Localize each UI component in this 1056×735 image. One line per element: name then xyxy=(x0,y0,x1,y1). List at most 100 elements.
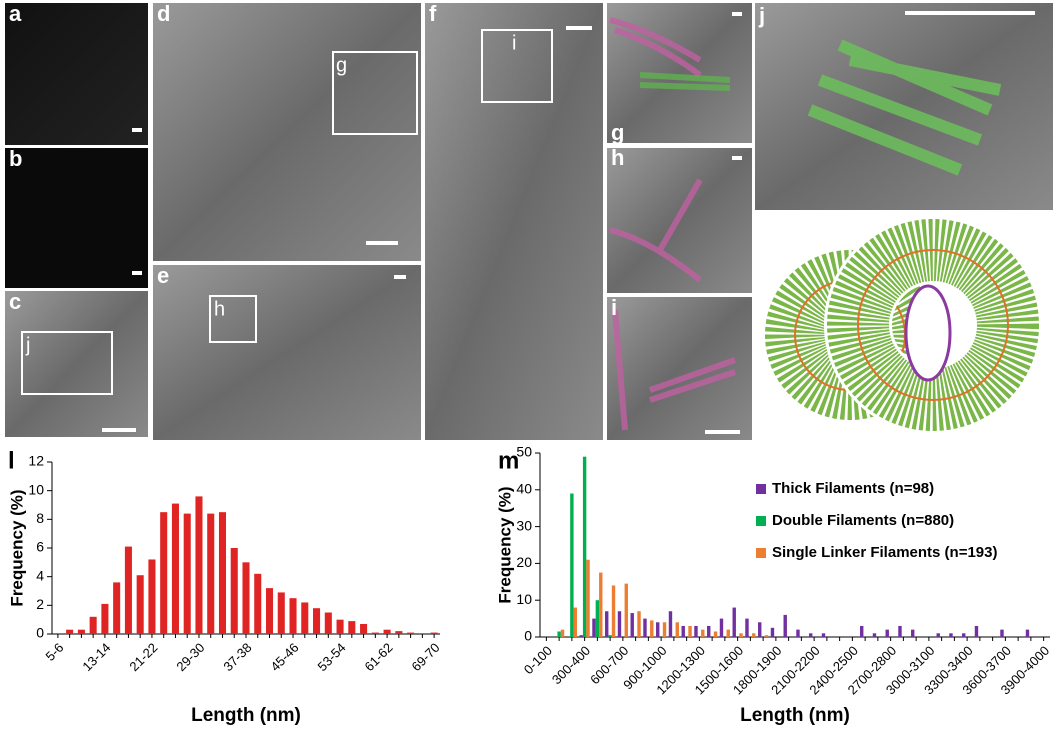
x-tick-label: 61-62 xyxy=(362,640,396,674)
page: {"panel_labels":["a","b","c","d","e","f"… xyxy=(0,0,1056,735)
x-tick-label: 45-46 xyxy=(267,640,301,674)
bar xyxy=(714,631,717,637)
legend-label: Thick Filaments (n=98) xyxy=(772,480,934,497)
y-axis-title: Frequency (%) xyxy=(495,486,514,603)
bar xyxy=(172,504,179,634)
panel-label: g xyxy=(611,120,624,145)
panel-label: f xyxy=(429,1,437,26)
bar xyxy=(937,633,940,637)
bar xyxy=(325,613,332,635)
y-tick-label: 10 xyxy=(516,591,532,607)
x-tick-label: 29-30 xyxy=(173,640,207,674)
chart: m01020304050Frequency (%)Length (nm)0-10… xyxy=(495,444,1052,726)
bar xyxy=(195,496,202,634)
bar xyxy=(612,585,615,637)
bar xyxy=(242,562,249,634)
bar xyxy=(682,626,685,637)
bar xyxy=(90,617,97,634)
panel-label: j xyxy=(758,3,765,28)
bar xyxy=(669,611,672,637)
bar xyxy=(720,619,723,637)
x-tick-label: 69-70 xyxy=(409,640,443,674)
y-tick-label: 50 xyxy=(516,444,532,460)
bar xyxy=(637,611,640,637)
bar xyxy=(113,582,120,634)
image-b xyxy=(5,148,148,288)
bar xyxy=(975,626,978,637)
y-tick-label: 6 xyxy=(36,539,44,555)
bar xyxy=(727,630,730,637)
bar xyxy=(348,621,355,634)
bar xyxy=(625,584,628,637)
bar xyxy=(784,615,787,637)
bar xyxy=(752,633,755,637)
bar xyxy=(561,630,564,637)
bar xyxy=(758,622,761,637)
legend-swatch xyxy=(756,548,766,558)
bar xyxy=(618,611,621,637)
bar xyxy=(733,608,736,637)
bar xyxy=(395,631,402,634)
legend-label: Single Linker Filaments (n=193) xyxy=(772,544,997,561)
legend-swatch xyxy=(756,516,766,526)
bar xyxy=(78,630,85,634)
bar xyxy=(160,512,167,634)
bar xyxy=(596,600,599,637)
panel-label: d xyxy=(157,1,170,26)
bar xyxy=(431,633,438,634)
bar xyxy=(599,573,602,637)
legend-swatch xyxy=(756,484,766,494)
bar xyxy=(1026,630,1029,637)
x-tick-label: 37-38 xyxy=(220,640,254,674)
inset-label: g xyxy=(336,54,347,76)
bar xyxy=(574,608,577,637)
y-tick-label: 30 xyxy=(516,517,532,533)
bar xyxy=(962,633,965,637)
bar xyxy=(254,574,261,634)
y-tick-label: 4 xyxy=(36,567,44,583)
y-tick-label: 12 xyxy=(28,453,44,469)
y-tick-label: 20 xyxy=(516,554,532,570)
bar xyxy=(266,588,273,634)
bar xyxy=(337,620,344,634)
bar xyxy=(570,493,573,637)
bar xyxy=(911,630,914,637)
bar xyxy=(745,619,748,637)
bar xyxy=(148,559,155,634)
y-tick-label: 0 xyxy=(524,628,532,644)
bar xyxy=(898,626,901,637)
inset-label: h xyxy=(214,298,225,320)
bar xyxy=(631,613,634,637)
bar xyxy=(384,630,391,634)
bar xyxy=(663,622,666,637)
x-axis-title: Length (nm) xyxy=(191,705,301,726)
y-tick-label: 10 xyxy=(28,481,44,497)
bar xyxy=(557,631,560,637)
x-tick-label: 0-100 xyxy=(521,643,555,677)
x-tick-label: 53-54 xyxy=(314,640,348,674)
bar xyxy=(694,626,697,637)
bar xyxy=(886,630,889,637)
bar xyxy=(407,633,414,634)
bar xyxy=(873,633,876,637)
bar xyxy=(1000,630,1003,637)
panel-label: e xyxy=(157,263,169,288)
bar xyxy=(313,608,320,634)
image-e xyxy=(153,265,421,440)
bar xyxy=(739,633,742,637)
image-i xyxy=(607,297,752,440)
inset-label: j xyxy=(25,334,30,356)
bar xyxy=(860,626,863,637)
bar xyxy=(372,633,379,634)
bar xyxy=(101,604,108,634)
inset-label: i xyxy=(512,32,516,54)
bar xyxy=(605,611,608,637)
figure: abcdefghijkjghi l024681012Frequency (%)L… xyxy=(0,0,1056,730)
image-f xyxy=(425,3,603,440)
bar xyxy=(676,622,679,637)
chart: l024681012Frequency (%)Length (nm)5-613-… xyxy=(7,447,442,726)
bar xyxy=(771,628,774,637)
bar xyxy=(219,512,226,634)
panel-label: a xyxy=(9,1,22,26)
panel-label: c xyxy=(9,289,21,314)
